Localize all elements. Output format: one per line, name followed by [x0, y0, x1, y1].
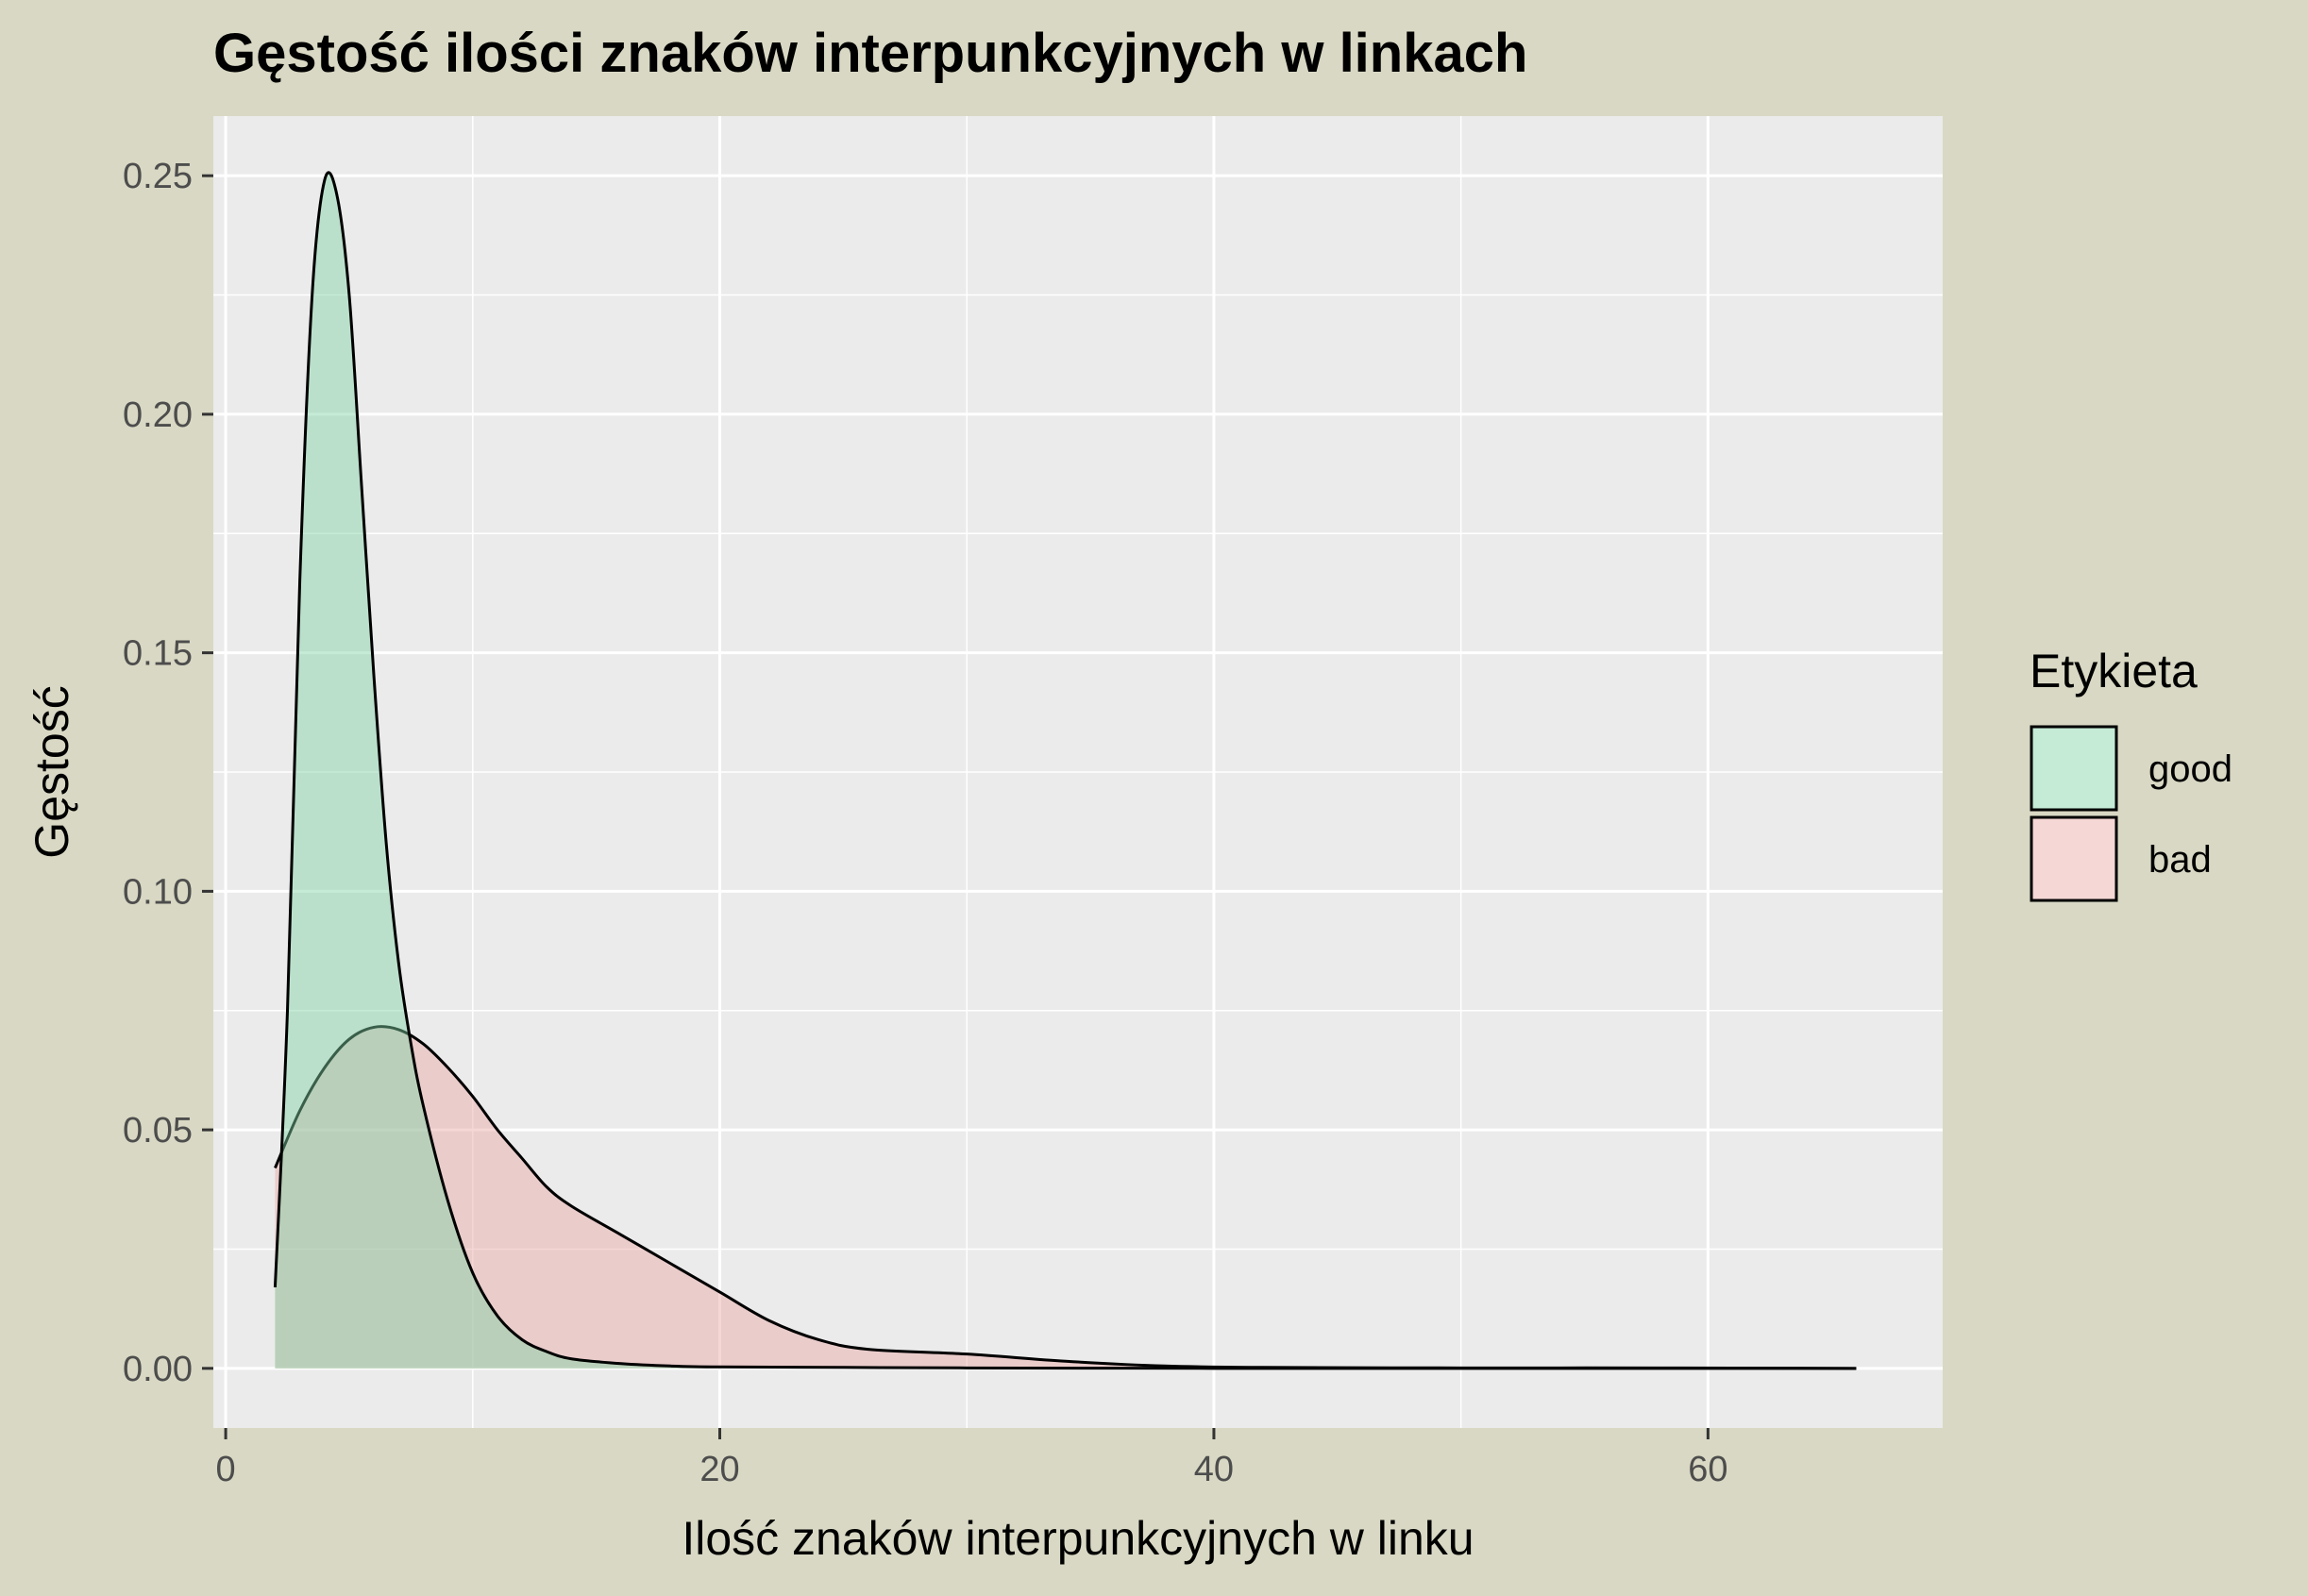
- legend-key-good: [2030, 725, 2118, 812]
- legend-label-bad: bad: [2148, 839, 2212, 881]
- x-axis-title: Ilość znaków interpunkcyjnych w linku: [682, 1512, 1474, 1565]
- x-axis-ticks: 0 20 40 60: [216, 1428, 1728, 1489]
- legend-label-good: good: [2148, 748, 2232, 790]
- density-area-good: [275, 172, 1857, 1369]
- grid-minor: [213, 116, 1943, 1428]
- density-areas: [273, 171, 1857, 1370]
- x-tick-label: 20: [699, 1450, 739, 1489]
- legend-key-bg-good: [2031, 727, 2116, 810]
- x-tick-label: 0: [216, 1450, 236, 1489]
- grid-major: [213, 116, 1943, 1428]
- legend: Etykieta good bad: [2030, 645, 2232, 902]
- y-tick-label: 0.20: [123, 395, 193, 435]
- chart-title: Gęstość ilości znaków interpunkcyjnych w…: [213, 23, 1527, 84]
- density-line-good: [273, 171, 1857, 1370]
- legend-key-bg-bad: [2031, 817, 2116, 900]
- y-axis-title: Gęstość: [25, 685, 78, 858]
- y-tick-label: 0.00: [123, 1350, 193, 1389]
- x-tick-label: 40: [1194, 1450, 1234, 1489]
- legend-key-bad: [2030, 815, 2118, 902]
- y-tick-label: 0.15: [123, 634, 193, 674]
- density-area-bad: [275, 1026, 1857, 1369]
- y-tick-label: 0.25: [123, 157, 193, 196]
- y-tick-label: 0.10: [123, 872, 193, 912]
- legend-title: Etykieta: [2030, 645, 2198, 697]
- y-axis-ticks: 0.00 0.05 0.10 0.15 0.20 0.25: [123, 157, 213, 1389]
- x-tick-label: 60: [1688, 1450, 1727, 1489]
- y-tick-label: 0.05: [123, 1111, 193, 1151]
